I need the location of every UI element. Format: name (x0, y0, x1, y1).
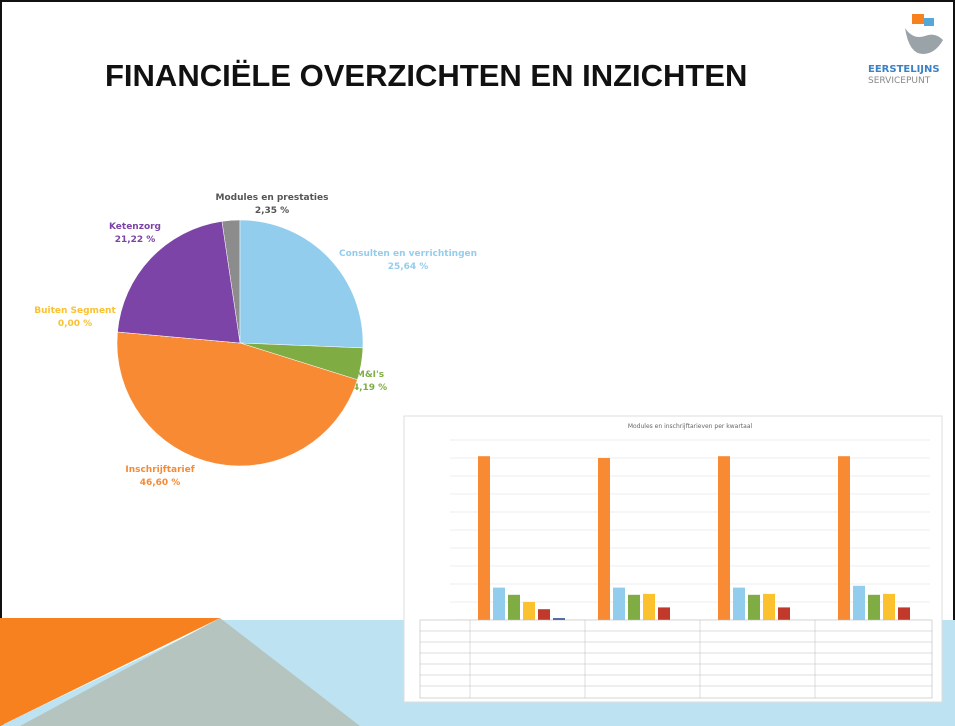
slice-value: 21,22 % (115, 235, 156, 245)
slice-value: 4,19 % (353, 383, 387, 393)
slide-title: FINANCIËLE OVERZICHTEN EN INZICHTEN (105, 58, 747, 93)
bar (763, 593, 775, 620)
bar (553, 618, 565, 620)
slice-label: M&I's (356, 370, 384, 380)
pie-slice (116, 331, 358, 467)
logo-icon (912, 14, 924, 24)
bar (658, 607, 670, 620)
bar (613, 587, 625, 620)
bar (733, 587, 745, 620)
bar (598, 458, 610, 620)
bar (493, 587, 505, 620)
bar (748, 594, 760, 620)
bar-title: Modules en inschrijftarieven per kwartaa… (628, 423, 753, 430)
bar (868, 594, 880, 620)
bar-chart: Modules en inschrijftarieven per kwartaa… (450, 423, 930, 621)
slice-value: 46,60 % (140, 478, 181, 488)
slice-value: 0,00 % (58, 319, 92, 329)
bar (628, 594, 640, 620)
pie-chart: Modules en prestaties 2,35 % Consulten en … (34, 193, 477, 488)
bar (508, 594, 520, 620)
slice-value: 25,64 % (388, 262, 429, 272)
slice-label: Inschrijftarief (125, 465, 194, 475)
logo-text: SERVICEPUNT (868, 76, 931, 86)
logo-icon (924, 18, 934, 26)
bar (898, 607, 910, 620)
slice-label: Ketenzorg (109, 222, 161, 232)
bar (883, 593, 895, 620)
pie-slice (239, 219, 364, 349)
data-table (419, 619, 933, 699)
bar (778, 607, 790, 620)
bar (643, 593, 655, 620)
bar (853, 585, 865, 620)
decor-gray (20, 618, 360, 726)
slice-value: 2,35 % (255, 206, 289, 216)
bar (718, 456, 730, 620)
logo-icon (905, 28, 943, 54)
logo-text: EERSTELIJNS (868, 64, 940, 75)
logo: EERSTELIJNS SERVICEPUNT (868, 14, 943, 86)
pie-slice (117, 221, 241, 344)
slice-label: Modules en prestaties (216, 193, 329, 203)
bar (838, 456, 850, 620)
bar (478, 456, 490, 620)
bar (523, 602, 535, 620)
bar (538, 609, 550, 620)
slice-label: Consulten en verrichtingen (339, 249, 477, 259)
slice-label: Buiten Segment (34, 306, 116, 316)
decor-orange (0, 618, 220, 726)
table-frame (419, 619, 933, 699)
